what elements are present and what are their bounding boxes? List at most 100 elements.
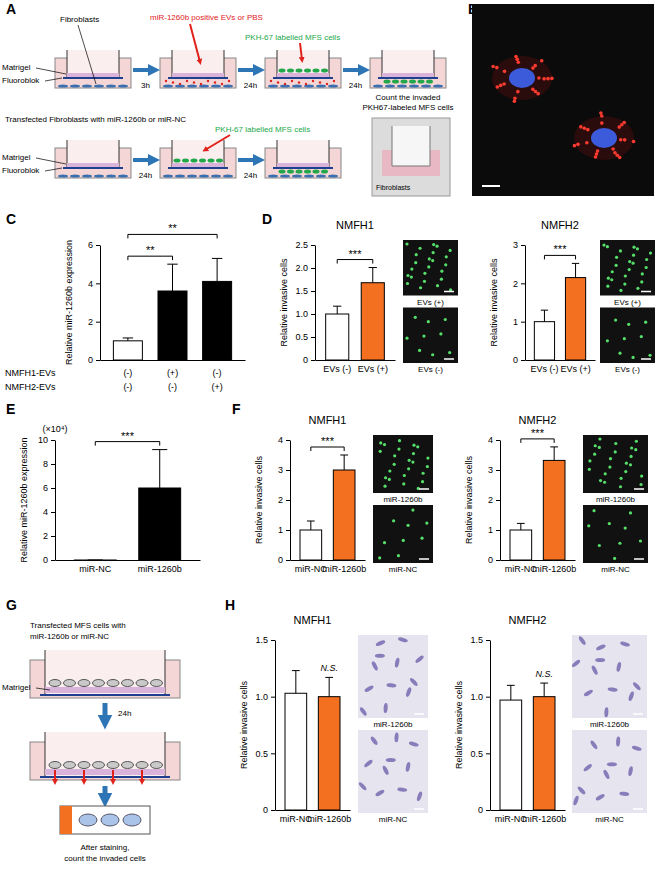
stained-cell [375, 789, 386, 798]
micrograph-bg [583, 435, 648, 493]
fluorescent-cell [402, 482, 405, 485]
axis-title: Relative invasive cells [254, 455, 264, 544]
fibroblast [58, 84, 68, 87]
error-cap [550, 446, 558, 447]
fluorescent-cell [624, 527, 627, 530]
scale-bar [414, 808, 424, 810]
axis-title: Relative miR-1260b expression [19, 437, 29, 562]
micrograph-caption: miR-NC [601, 565, 630, 574]
bar [534, 322, 554, 360]
tick: EVs (+) [358, 364, 388, 374]
tick-mark [286, 440, 290, 441]
micrograph [358, 730, 428, 813]
significance: N.S. [535, 669, 553, 679]
tick: 0 [278, 555, 290, 565]
tick-mark [311, 268, 315, 269]
stained-cell [595, 658, 605, 662]
fluorescent-cell [445, 255, 448, 258]
fibroblast [106, 84, 116, 87]
tick: 6 [88, 240, 100, 250]
tick-mark [51, 440, 55, 441]
transwell [30, 650, 180, 698]
bar [565, 278, 585, 360]
significance: *** [121, 430, 135, 442]
tick: 2.0 [295, 263, 315, 273]
error-cap [333, 306, 341, 307]
axis-line [101, 360, 246, 361]
invaded-cell [426, 80, 433, 84]
tick-label: miR-1260b [522, 814, 566, 824]
axis-line [56, 560, 201, 561]
panel-label: H [225, 597, 235, 613]
leader [36, 158, 66, 164]
tick-mark [496, 470, 500, 471]
ev-dot [585, 141, 589, 145]
tick-label: 0 [303, 355, 308, 365]
stained-cell [375, 654, 385, 658]
bar [318, 697, 340, 810]
photo-bg [372, 118, 450, 196]
bar-chart: 00.51.01.5miR-NCmiR-1260bRelative invasi… [454, 614, 566, 824]
tick: 1 [488, 525, 500, 535]
membrane-piece [123, 814, 141, 826]
micrograph-caption: miR-1260b [383, 495, 423, 504]
tick: 0 [43, 555, 55, 565]
stained-cell [370, 735, 379, 745]
fluorescent-cell [412, 444, 415, 447]
tick: 4 [488, 435, 500, 445]
invaded-cell [321, 170, 328, 174]
axis-title: Relative invasive cells [239, 680, 249, 769]
fluorescence-image [472, 4, 654, 196]
transwell [265, 140, 341, 178]
panel-label: E [6, 401, 15, 417]
fluorescent-cell [604, 472, 607, 475]
fluorescent-cell [624, 274, 627, 277]
stained-cell [607, 687, 617, 692]
mfs-cell [151, 762, 163, 769]
micrograph-caption: EVs (+) [417, 298, 444, 307]
fluorescent-cell [406, 282, 409, 285]
fibroblast [211, 84, 221, 87]
tick-label: 1.0 [470, 692, 483, 702]
ev-dot [513, 96, 517, 100]
fibroblast [175, 174, 185, 177]
y-axis: 00.51.01.52.02.5 [295, 240, 315, 365]
ev-dot [617, 125, 621, 129]
tick-mark [286, 500, 290, 501]
tick: 2 [88, 317, 100, 327]
micrograph [373, 505, 433, 563]
fluorescent-cell [393, 463, 396, 466]
fluorescent-cell [631, 356, 634, 359]
mfs-cell [287, 69, 294, 73]
fluorescent-cell [644, 321, 647, 324]
mfs-cell [122, 762, 134, 769]
fluorescent-cell [432, 251, 435, 254]
bar-chart: 0246810miR-NCmiR-1260bRelative miR-1260b… [19, 424, 201, 574]
fluorescent-cell [431, 259, 434, 262]
error-bar [507, 685, 515, 700]
fluorescent-cell [640, 335, 643, 338]
bar-chart: 0123EVs (-)EVs (+)Relative invasive cell… [489, 219, 596, 374]
invaded-cell [279, 170, 286, 174]
micrograph [572, 730, 647, 813]
tick: 0 [303, 355, 315, 365]
fluorescent-cell [649, 251, 652, 254]
scale-bar [444, 358, 454, 360]
fluorescent-cell [630, 446, 633, 449]
scale-bar [634, 488, 644, 490]
slide-label [60, 806, 72, 834]
mfs-cell [78, 680, 90, 687]
stained-cell [394, 732, 399, 742]
scale-bar [633, 713, 643, 715]
sig-bracket [311, 447, 344, 451]
tick-label: miR-1260b [307, 814, 351, 824]
tick: 4 [278, 435, 290, 445]
fluorescent-cell [403, 474, 406, 477]
fibroblast [409, 84, 419, 87]
insert [277, 50, 329, 78]
fluorescent-cell [410, 275, 413, 278]
time-label: 24h [244, 81, 257, 90]
label: PKH67-labeled MFS cells [362, 103, 453, 112]
panel-label: A [6, 1, 16, 17]
fluorescent-cell [406, 274, 409, 277]
